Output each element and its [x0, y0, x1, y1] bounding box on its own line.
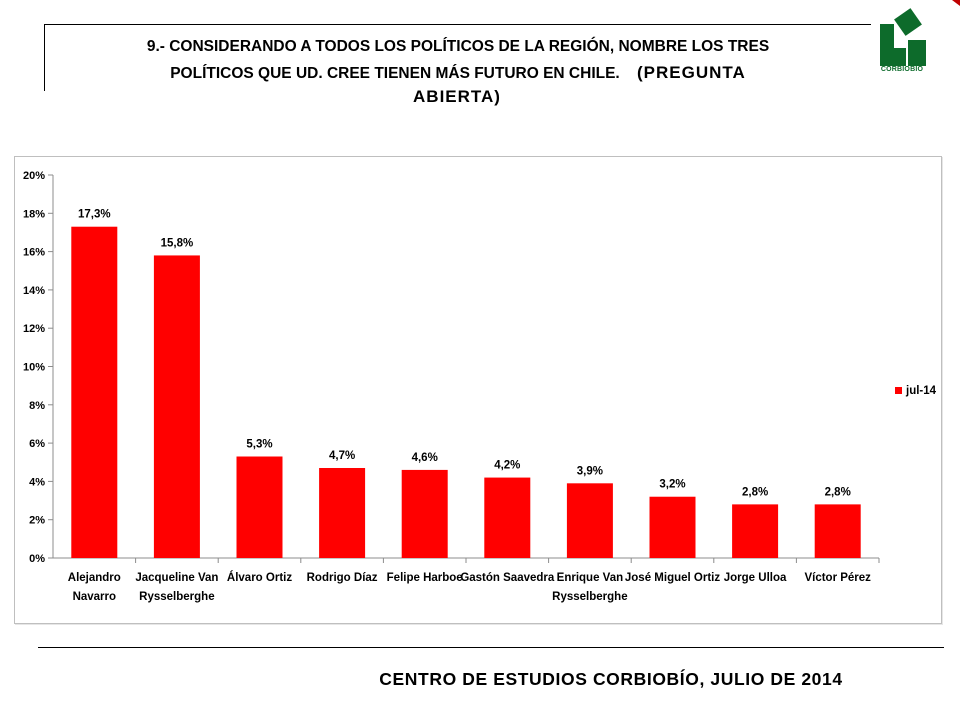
legend-swatch [895, 387, 902, 394]
data-label: 4,2% [494, 460, 520, 472]
category-label: José Miguel Ortiz [625, 572, 720, 584]
corbiobio-logo [880, 8, 926, 66]
y-tick-label: 18% [23, 208, 45, 220]
data-label: 15,8% [161, 237, 194, 249]
category-label: Jacqueline Van [135, 572, 218, 584]
y-tick-label: 14% [23, 285, 45, 297]
title-tag-part-2: ABIERTA) [413, 87, 501, 106]
title-line-2: POLÍTICOS QUE UD. CREE TIENEN MÁS FUTURO… [45, 63, 871, 83]
y-tick-label: 20% [23, 170, 45, 182]
chart-frame: 0% 2% 4% 6% 8% 10% 12% 14% 16% 18% 20% 17,3% Alejand… [14, 156, 942, 624]
category-label: Navarro [73, 591, 116, 603]
y-tick-label: 4% [29, 476, 45, 488]
legend-label: jul-14 [905, 385, 937, 397]
category-label: Rysselberghe [552, 591, 627, 603]
category-label: Álvaro Ortiz [227, 571, 292, 584]
y-tick-label: 16% [23, 247, 45, 259]
bar [153, 255, 200, 558]
y-tick-label: 0% [29, 553, 45, 565]
category-label: Jorge Ulloa [724, 572, 787, 584]
footer-rule [38, 647, 944, 648]
bar [814, 504, 861, 558]
corner-mark [952, 0, 960, 6]
data-label: 2,8% [825, 486, 851, 498]
category-label: Rysselberghe [139, 591, 214, 603]
footer-text: CENTRO DE ESTUDIOS CORBIOBÍO, JULIO DE 2… [379, 669, 843, 689]
footer: CENTRO DE ESTUDIOS CORBIOBÍO, JULIO DE 2… [0, 669, 960, 690]
title-line-2-text: POLÍTICOS QUE UD. CREE TIENEN MÁS FUTURO… [170, 65, 620, 82]
title-box: 9.- CONSIDERANDO A TODOS LOS POLÍTICOS D… [44, 24, 871, 91]
category-label: Enrique Van [557, 572, 623, 584]
y-tick-label: 12% [23, 323, 45, 335]
y-tick-label: 6% [29, 438, 45, 450]
data-label: 4,7% [329, 450, 355, 462]
bar [71, 226, 118, 558]
category-label: Alejandro [68, 572, 121, 584]
category-label: Víctor Pérez [804, 572, 871, 584]
data-label: 2,8% [742, 486, 768, 498]
bar [484, 477, 531, 558]
bar [649, 496, 696, 558]
y-tick-label: 8% [29, 400, 45, 412]
category-label: Gastón Saavedra [460, 572, 555, 584]
category-label: Felipe Harboe [387, 572, 463, 584]
bar [319, 467, 366, 558]
data-label: 17,3% [78, 209, 111, 221]
bar [401, 469, 448, 558]
bar [566, 483, 613, 558]
data-label: 5,3% [246, 439, 272, 451]
bar [732, 504, 779, 558]
title-tag-part-1: (PREGUNTA [636, 63, 746, 82]
data-label: 4,6% [412, 452, 438, 464]
y-tick-label: 2% [29, 515, 45, 527]
logo-text: CORBIOBIO [880, 66, 924, 73]
y-tick-label: 10% [23, 362, 45, 374]
title-line-1: 9.- CONSIDERANDO A TODOS LOS POLÍTICOS D… [146, 38, 770, 55]
bar [236, 456, 283, 558]
bar-chart: 0% 2% 4% 6% 8% 10% 12% 14% 16% 18% 20% 17,3% Alejand… [23, 170, 937, 603]
data-label: 3,2% [659, 479, 685, 491]
data-label: 3,9% [577, 465, 603, 477]
category-label: Rodrigo Díaz [307, 572, 378, 584]
